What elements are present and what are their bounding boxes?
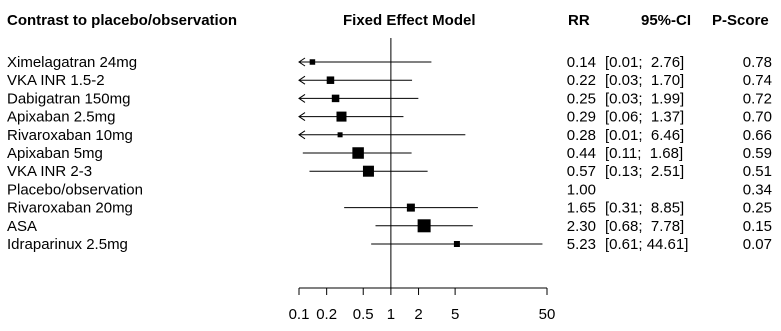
x-tick-label: 0.1 [289, 306, 310, 323]
ci-value: [0.31; 8.85] [605, 200, 684, 217]
ci-value: [0.68; 7.78] [605, 218, 684, 235]
x-tick-label: 0.5 [353, 306, 374, 323]
rr-value: 0.25 [567, 90, 596, 107]
ci-value: [0.01; 6.46] [605, 127, 684, 144]
ci-value: [0.11; 1.68] [605, 145, 683, 162]
ci-value: [0.61; 44.61] [605, 236, 688, 253]
ci-value: [0.03; 1.70] [605, 72, 684, 89]
rr-value: 0.29 [567, 109, 596, 126]
rr-value: 0.14 [567, 54, 596, 71]
x-tick-label: 0.2 [316, 306, 337, 323]
rr-value: 5.23 [567, 236, 596, 253]
pscore-value: 0.25 [743, 200, 772, 217]
x-tick-label: 50 [539, 306, 556, 323]
header-rr: RR [568, 12, 590, 29]
row-label: VKA INR 1.5-2 [7, 72, 105, 89]
effect-box [326, 76, 335, 84]
rr-value: 0.28 [567, 127, 596, 144]
rr-value: 1.00 [567, 181, 596, 198]
ci-arrow [298, 75, 306, 85]
ci-arrow [298, 112, 306, 122]
row-label: Rivaroxaban 10mg [7, 127, 133, 144]
effect-box [337, 132, 343, 138]
ci-arrow [298, 57, 306, 67]
pscore-value: 0.70 [743, 109, 772, 126]
pscore-value: 0.15 [743, 218, 772, 235]
pscore-value: 0.34 [743, 181, 772, 198]
ci-value: [0.13; 2.51] [605, 163, 684, 180]
header-model: Fixed Effect Model [343, 12, 476, 29]
header-ci: 95%-CI [641, 12, 691, 29]
effect-box [453, 241, 460, 247]
row-label: Placebo/observation [7, 181, 143, 198]
pscore-value: 0.74 [743, 72, 772, 89]
pscore-value: 0.51 [743, 163, 772, 180]
effect-box [362, 165, 374, 177]
row-label: Apixaban 5mg [7, 145, 103, 162]
row-label: Apixaban 2.5mg [7, 109, 115, 126]
pscore-value: 0.78 [743, 54, 772, 71]
ci-arrow [298, 130, 306, 140]
rr-value: 1.65 [567, 200, 596, 217]
rr-value: 0.44 [567, 145, 596, 162]
effect-box [417, 219, 431, 233]
row-label: VKA INR 2-3 [7, 163, 92, 180]
ci-value: [0.01; 2.76] [605, 54, 684, 71]
ci-arrow [298, 93, 306, 103]
effect-box [336, 111, 347, 122]
ci-value: [0.03; 1.99] [605, 90, 684, 107]
x-tick-label: 1 [387, 306, 395, 323]
rr-value: 0.57 [567, 163, 596, 180]
rr-value: 2.30 [567, 218, 596, 235]
row-label: Idraparinux 2.5mg [7, 236, 128, 253]
x-tick-label: 2 [414, 306, 422, 323]
row-label: Rivaroxaban 20mg [7, 200, 133, 217]
header-contrast: Contrast to placebo/observation [7, 12, 237, 29]
header-pscore: P-Score [712, 12, 769, 29]
effect-box [331, 94, 340, 103]
x-tick-label: 5 [451, 306, 459, 323]
plot-area: Ximelagatran 24mg 0.14 [0.01; 2.76] 0.78 VKA… [7, 38, 772, 323]
row-label: Dabigatran 150mg [7, 90, 130, 107]
pscore-value: 0.07 [743, 236, 772, 253]
ci-value: [0.06; 1.37] [605, 109, 684, 126]
rr-value: 0.22 [567, 72, 596, 89]
pscore-value: 0.66 [743, 127, 772, 144]
pscore-value: 0.72 [743, 90, 772, 107]
row-label: ASA [7, 218, 37, 235]
effect-box [309, 59, 316, 65]
pscore-value: 0.59 [743, 145, 772, 162]
effect-box [406, 203, 415, 212]
row-label: Ximelagatran 24mg [7, 54, 137, 71]
effect-box [352, 147, 364, 159]
